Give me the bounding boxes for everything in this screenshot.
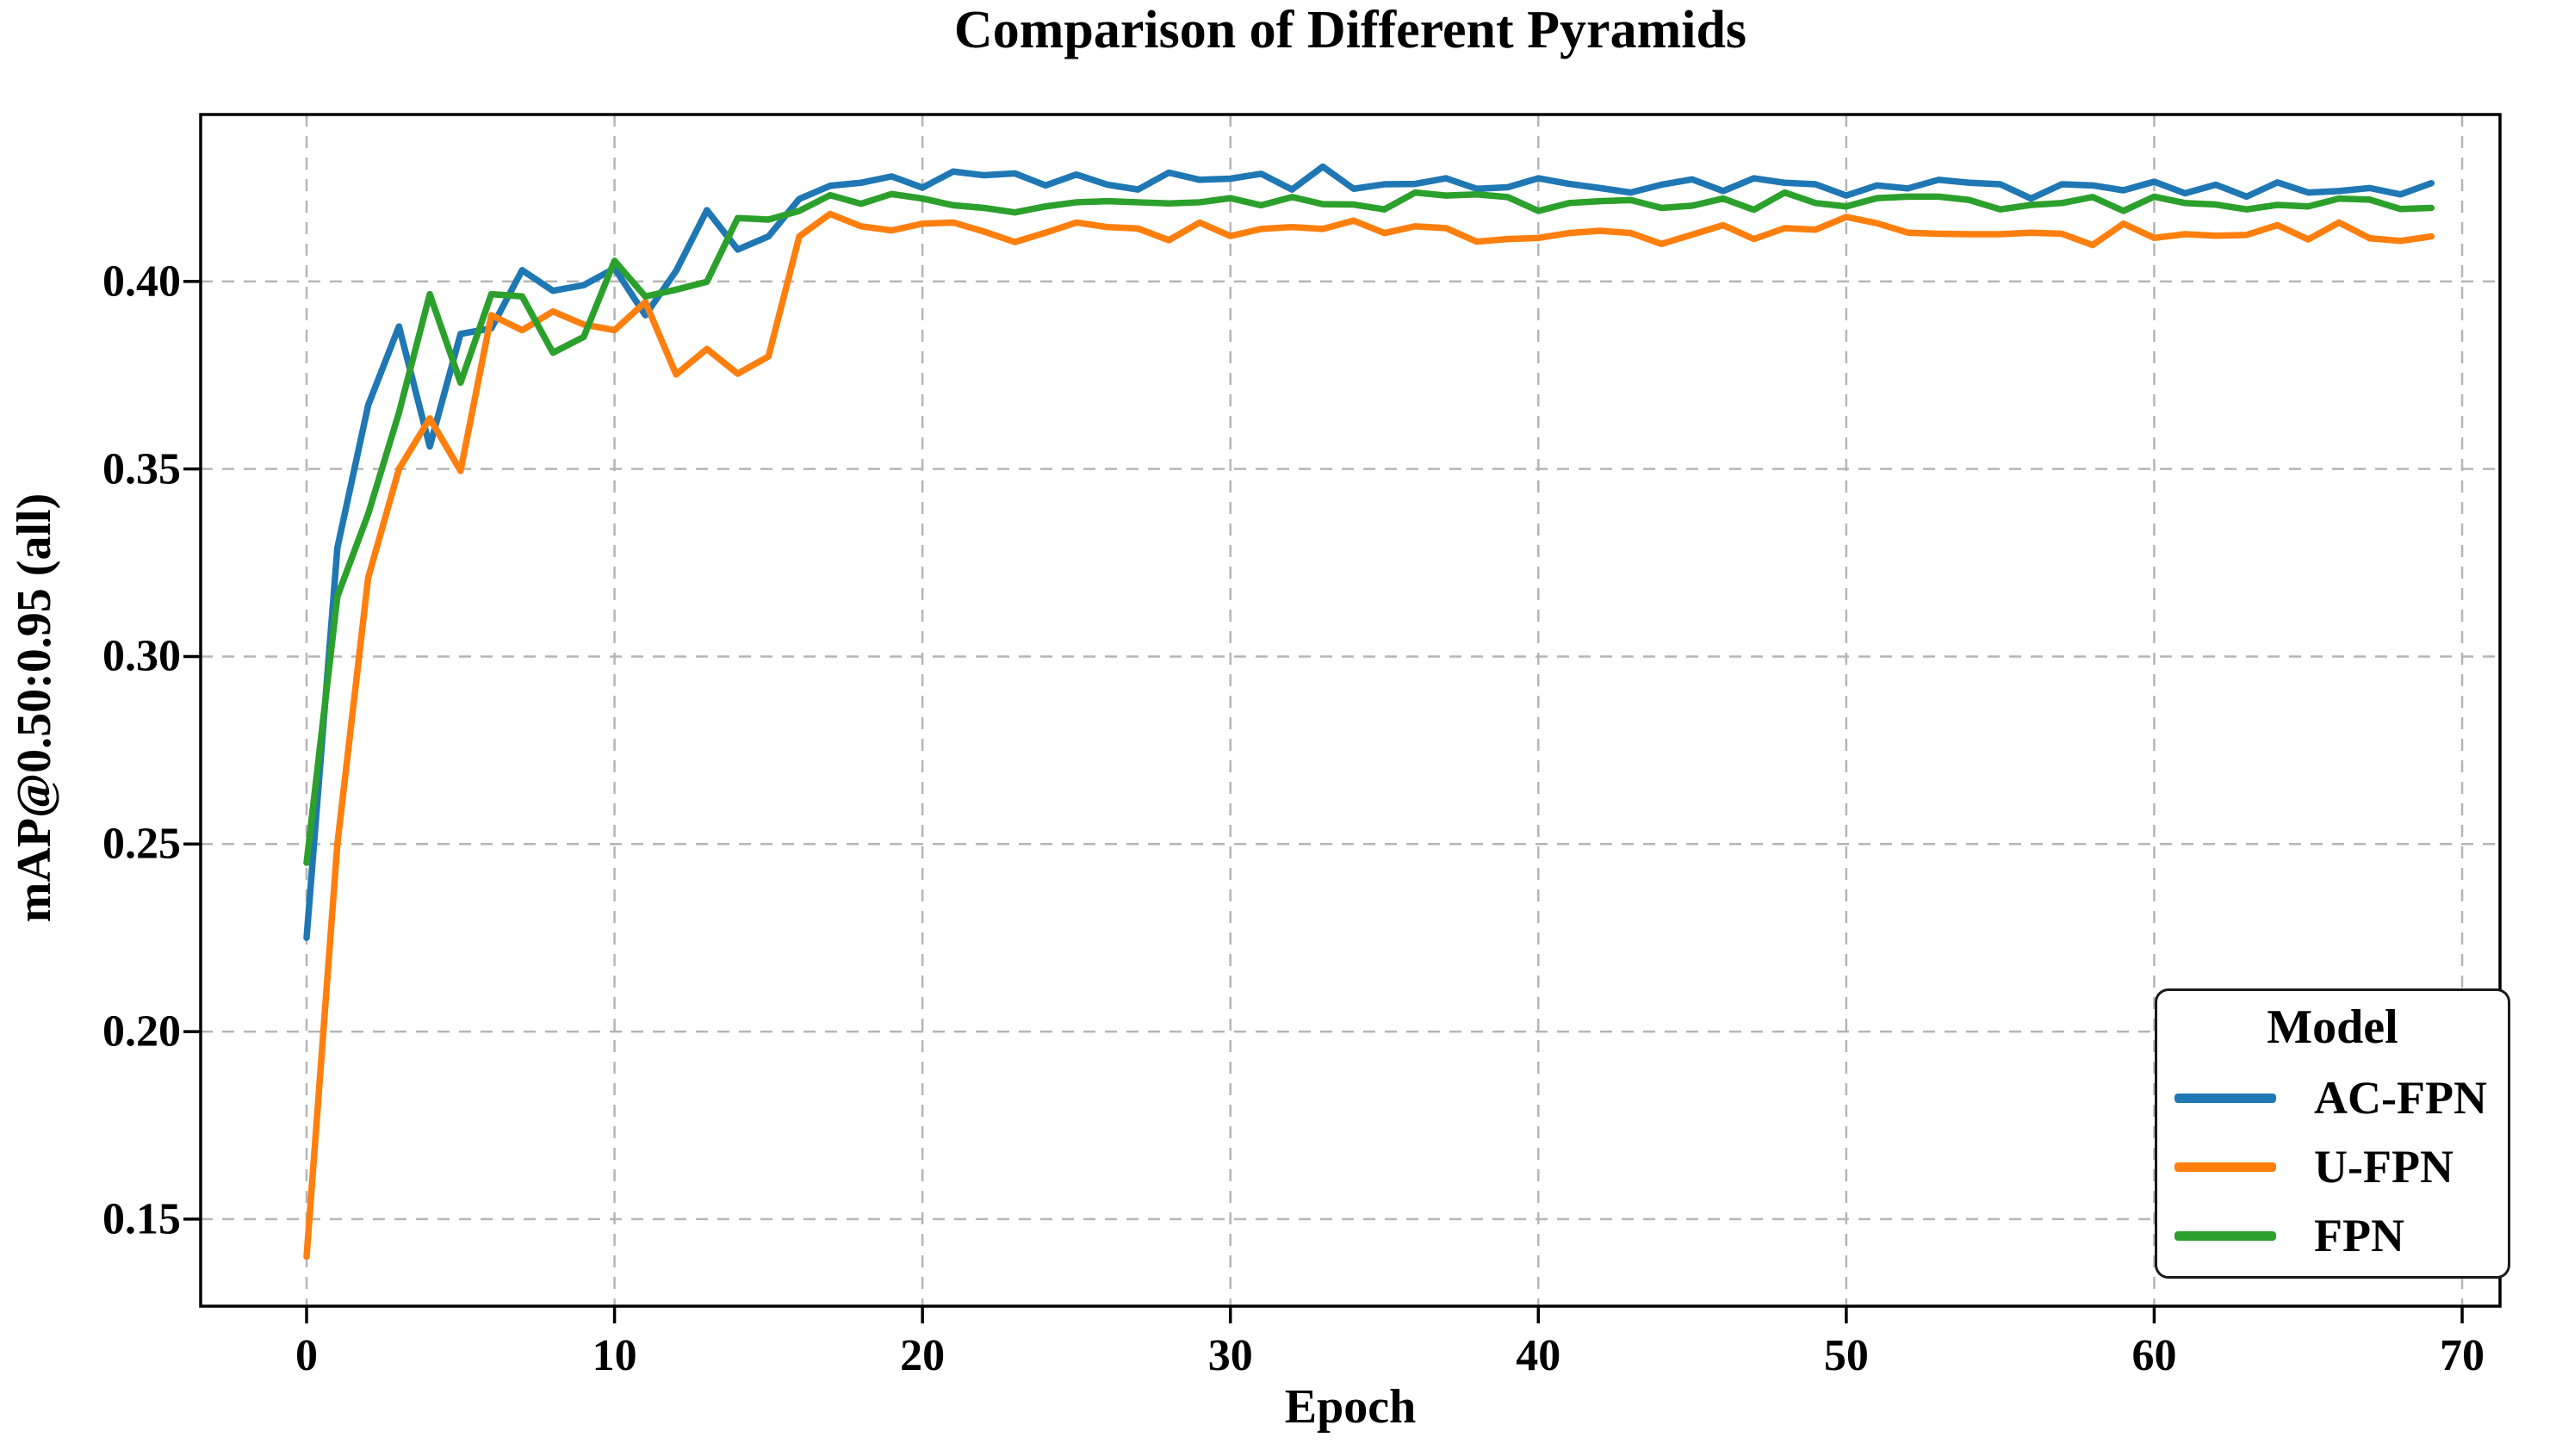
legend-item-fpn: FPN xyxy=(2157,1201,2508,1270)
legend-swatch-icon xyxy=(2174,1162,2276,1172)
series-line-u-fpn xyxy=(303,210,2435,1261)
y-tick-label: 0.35 xyxy=(102,444,181,494)
x-axis-label: Epoch xyxy=(1284,1380,1417,1434)
legend-item-ac-fpn: AC-FPN xyxy=(2157,1063,2508,1132)
chart-title: Comparison of Different Pyramids xyxy=(953,1,1747,59)
legend-items: AC-FPN U-FPN FPN xyxy=(2157,1063,2508,1270)
y-tick-label: 0.20 xyxy=(102,1007,181,1056)
legend-label: U-FPN xyxy=(2314,1141,2454,1193)
legend-item-u-fpn: U-FPN xyxy=(2157,1132,2508,1201)
x-tick-label: 0 xyxy=(295,1331,318,1380)
x-tick-label: 40 xyxy=(1516,1331,1561,1380)
y-tick-label: 0.40 xyxy=(102,257,181,307)
plot-border xyxy=(199,113,2502,1308)
legend: Model AC-FPN U-FPN FPN xyxy=(2155,988,2510,1279)
x-tick-label: 30 xyxy=(1207,1331,1253,1380)
legend-title: Model xyxy=(2267,1001,2398,1054)
x-tick-label: 60 xyxy=(2131,1331,2177,1380)
series-line-fpn xyxy=(303,189,2435,866)
x-tick-label: 10 xyxy=(592,1331,637,1380)
legend-swatch-icon xyxy=(2174,1230,2276,1241)
y-axis-label: mAP@0.50:0.95 (all) xyxy=(8,493,61,923)
y-tick-label: 0.25 xyxy=(102,819,181,869)
x-tick-label: 50 xyxy=(1823,1331,1869,1380)
x-tick-label: 20 xyxy=(900,1331,946,1380)
legend-label: FPN xyxy=(2314,1210,2404,1261)
y-tick-label: 0.30 xyxy=(102,631,181,681)
y-tick-label: 0.15 xyxy=(102,1194,181,1244)
legend-swatch-icon xyxy=(2174,1093,2276,1103)
x-tick-label: 70 xyxy=(2440,1331,2485,1380)
legend-label: AC-FPN xyxy=(2314,1072,2487,1124)
